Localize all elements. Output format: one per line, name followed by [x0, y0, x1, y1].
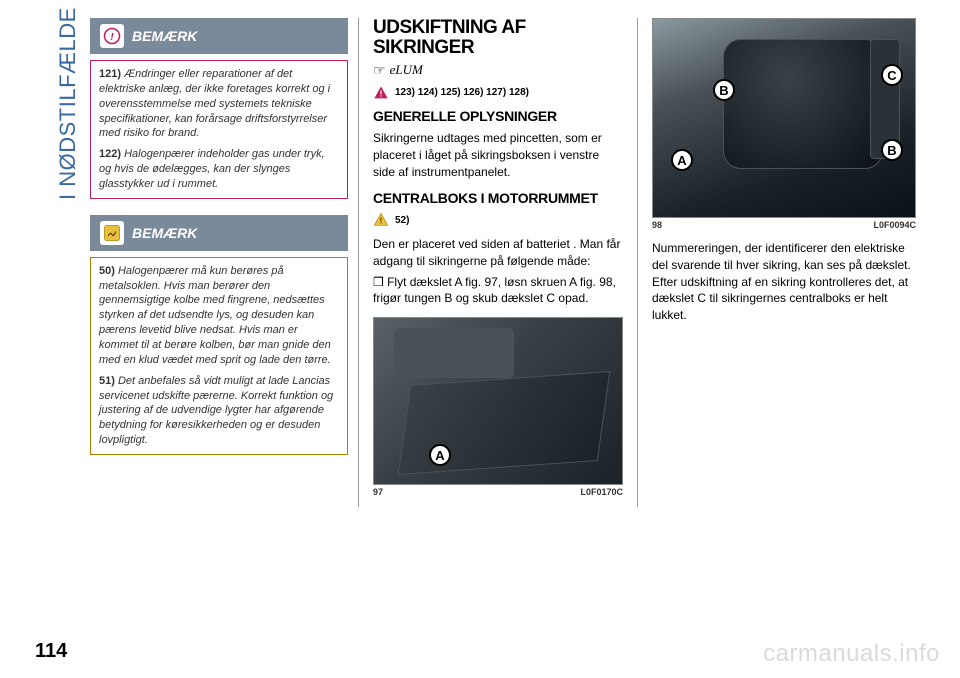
svg-text:!: !	[380, 216, 383, 225]
body-paragraph: Nummereringen, der identificerer den ele…	[652, 240, 916, 324]
warning-header: ! BEMÆRK	[90, 18, 348, 54]
column-3: A B B C 98 L0F0094C Nummereringen, der i…	[638, 18, 926, 507]
caution-label: BEMÆRK	[132, 225, 197, 241]
note-item: 51) Det anbefales så vidt muligt at lade…	[99, 374, 339, 448]
sub-heading: CENTRALBOKS I MOTORRUMMET	[373, 191, 623, 206]
svg-text:!: !	[380, 89, 383, 98]
caution-icon	[100, 221, 124, 245]
figure-number: 97	[373, 487, 383, 497]
note-item: 121) Ændringer eller reparationer af det…	[99, 67, 339, 141]
page-number: 114	[35, 640, 67, 663]
warning-icon: !	[100, 24, 124, 48]
warning-box: 121) Ændringer eller reparationer af det…	[90, 60, 348, 199]
hand-icon: ☞	[373, 62, 386, 79]
warn-ref-text: 123) 124) 125) 126) 127) 128)	[395, 87, 529, 98]
warning-label: BEMÆRK	[132, 28, 197, 44]
column-2: UDSKIFTNING AF SIKRINGER ☞ eLUM ! 123) 1…	[358, 18, 638, 507]
column-1: ! BEMÆRK 121) Ændringer eller reparation…	[80, 18, 358, 507]
manual-page: I NØDSTILFÆLDE ! BEMÆRK 121) Ændringer e…	[0, 0, 960, 678]
caution-triangle-icon: !	[373, 212, 389, 228]
note-item: 50) Halogenpærer må kun berøres på metal…	[99, 264, 339, 368]
figure-code: L0F0094C	[873, 220, 916, 230]
elum-label: eLUM	[390, 62, 423, 78]
figure-97: A	[373, 317, 623, 485]
caution-ref-text: 52)	[395, 215, 409, 226]
body-paragraph: Den er placeret ved siden af batteriet .…	[373, 236, 623, 270]
body-paragraph: Sikringerne udtages med pincetten, som e…	[373, 130, 623, 180]
note-item: 122) Halogenpærer indeholder gas under t…	[99, 147, 339, 192]
watermark: carmanuals.info	[763, 640, 940, 668]
caution-box: 50) Halogenpærer må kun berøres på metal…	[90, 257, 348, 455]
small-caution-refs: ! 52)	[373, 212, 623, 228]
figure-98: A B B C	[652, 18, 916, 218]
svg-text:!: !	[110, 31, 114, 43]
callout-a: A	[671, 149, 693, 171]
callout-b: B	[713, 79, 735, 101]
body-paragraph: ❒ Flyt dækslet A fig. 97, løsn skruen A …	[373, 274, 623, 308]
callout-c: C	[881, 64, 903, 86]
figure-code: L0F0170C	[580, 487, 623, 497]
pointer-row: ☞ eLUM	[373, 62, 623, 79]
content-columns: ! BEMÆRK 121) Ændringer eller reparation…	[80, 18, 930, 507]
figure-caption: 98 L0F0094C	[652, 220, 916, 230]
callout-b2: B	[881, 139, 903, 161]
caution-header: BEMÆRK	[90, 215, 348, 251]
warning-triangle-icon: !	[373, 85, 389, 101]
sub-heading: GENERELLE OPLYSNINGER	[373, 109, 623, 124]
small-warning-refs: ! 123) 124) 125) 126) 127) 128)	[373, 85, 623, 101]
section-title: I NØDSTILFÆLDE	[55, 7, 81, 200]
figure-number: 98	[652, 220, 662, 230]
main-heading: UDSKIFTNING AF SIKRINGER	[373, 18, 623, 58]
figure-caption: 97 L0F0170C	[373, 487, 623, 497]
